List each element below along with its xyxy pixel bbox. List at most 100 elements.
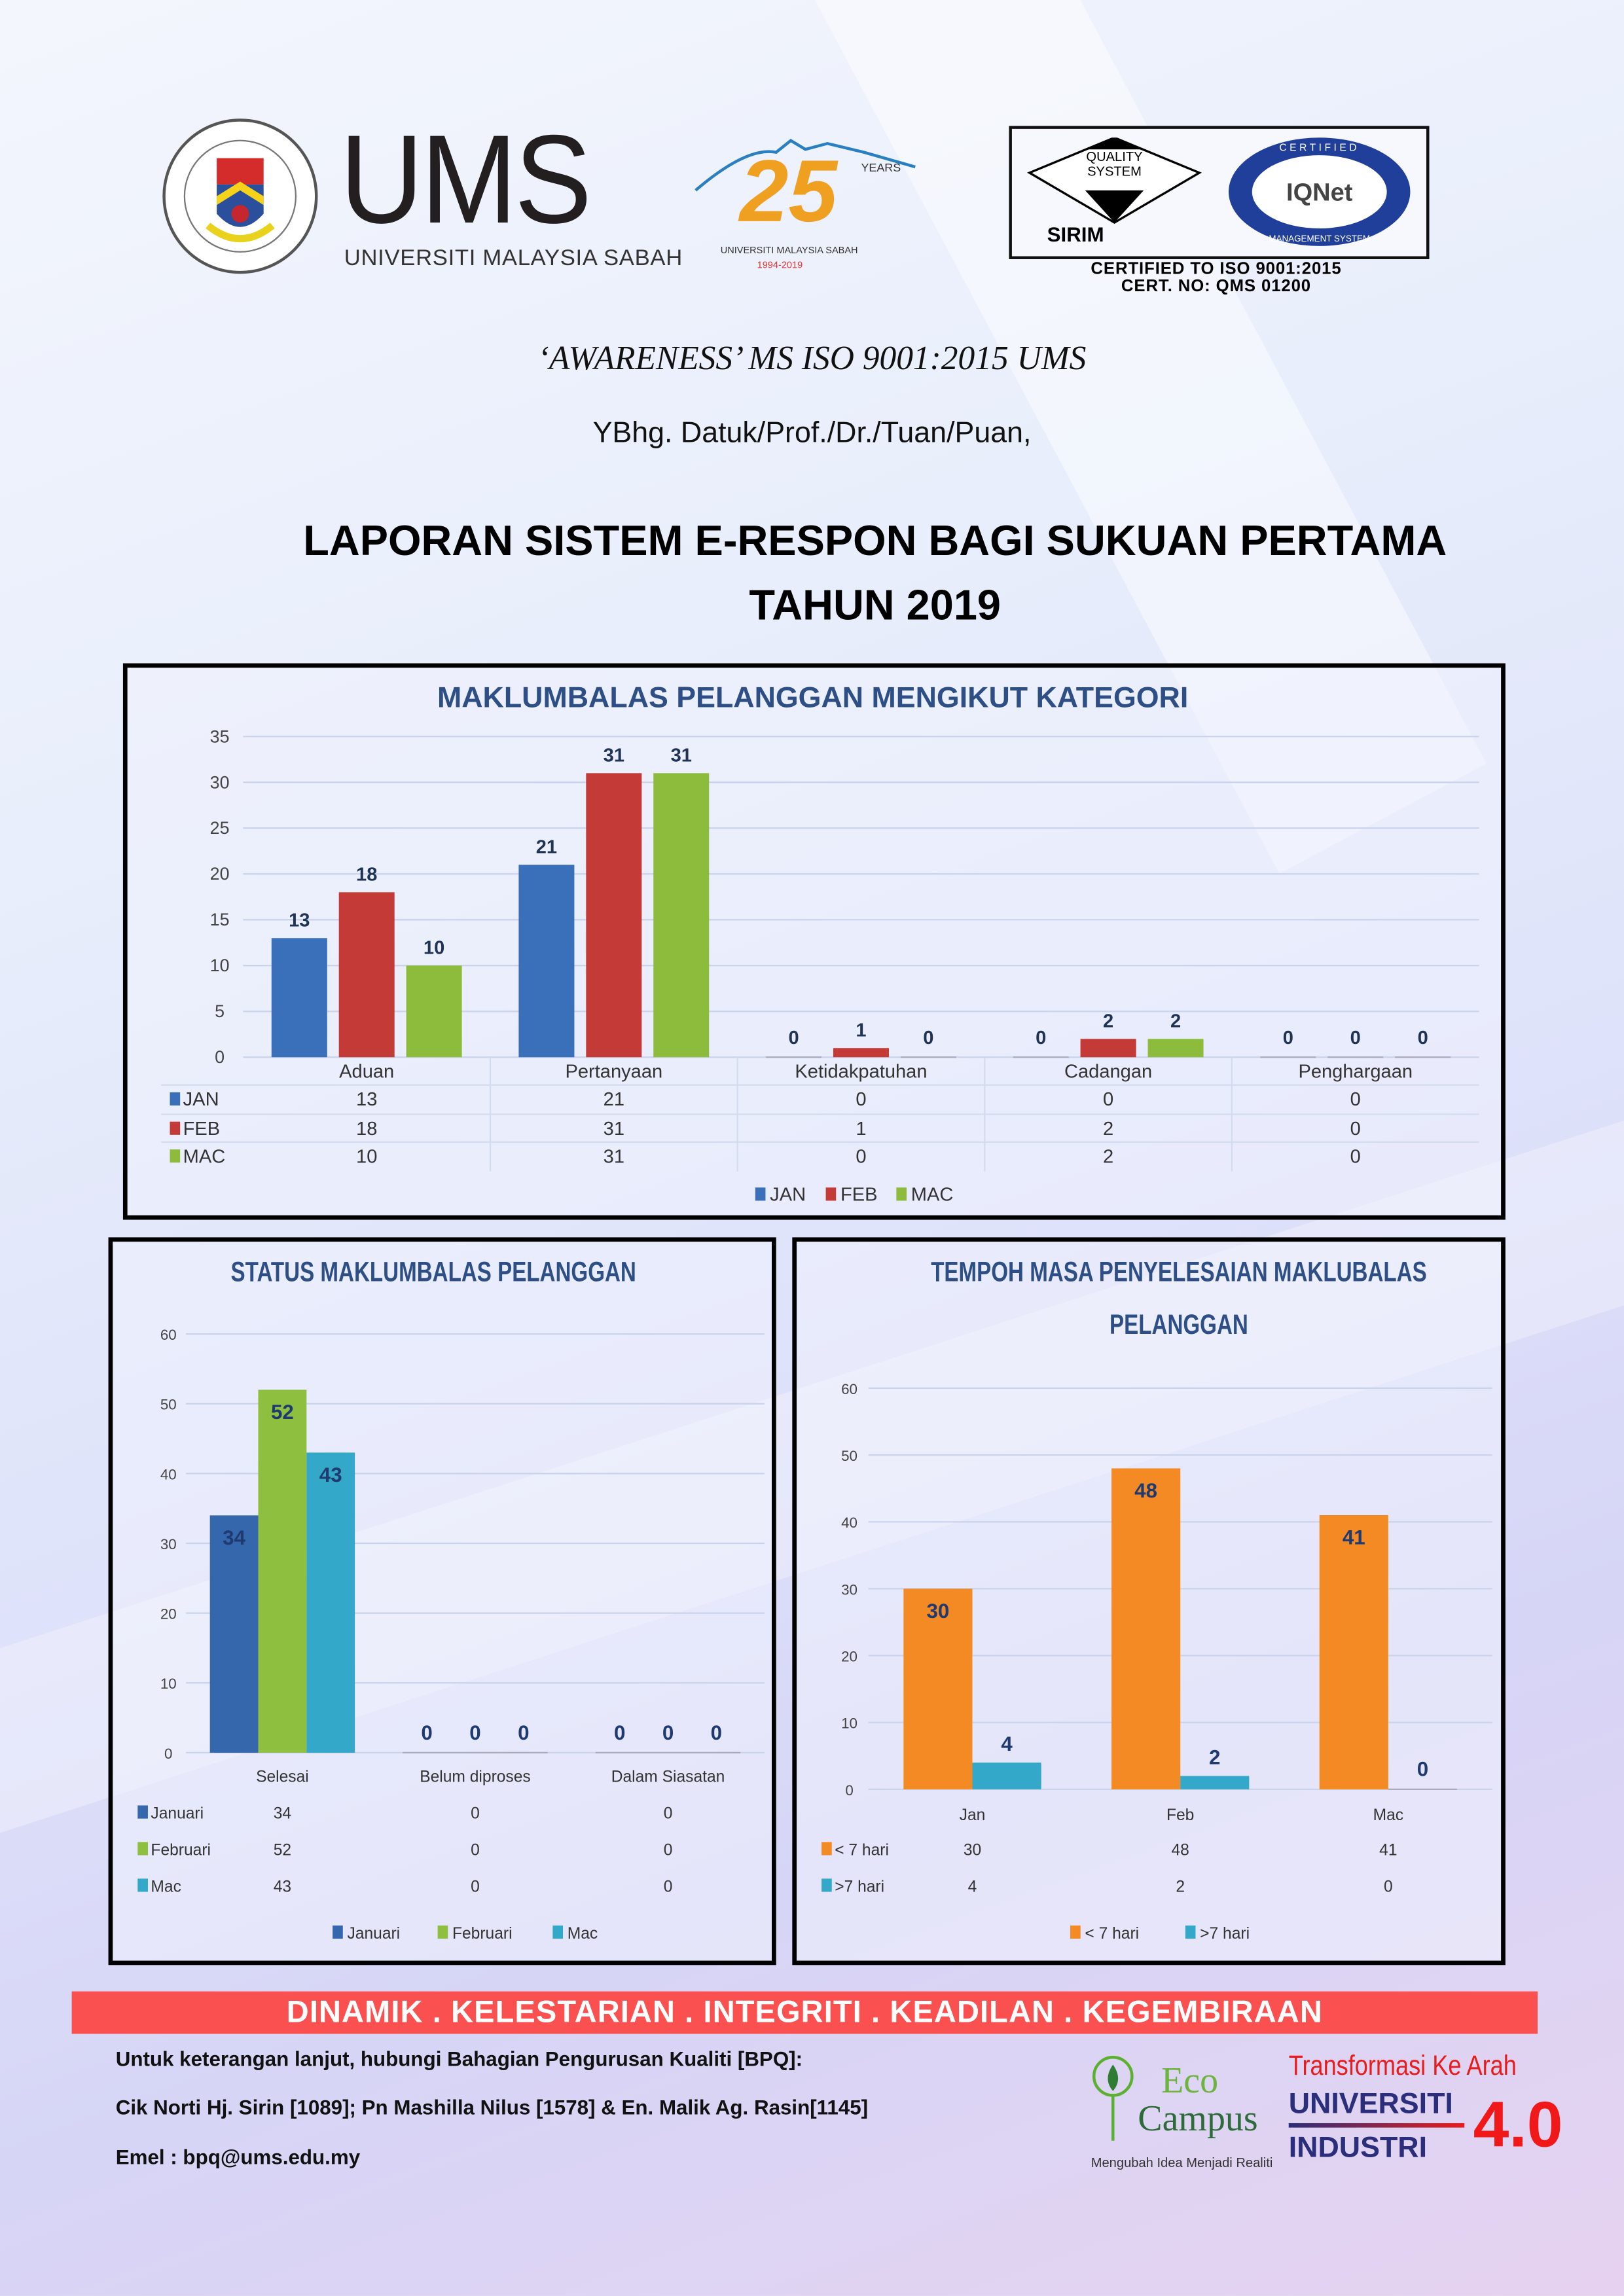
data-label: 0 [662,1721,674,1744]
data-label: 21 [536,836,557,857]
bar [1319,1515,1388,1789]
y-tick-label: 20 [210,864,230,884]
legend-key [437,1925,448,1939]
table-series-label: Mac [151,1878,181,1895]
bar [972,1762,1041,1789]
data-label: 31 [604,745,624,766]
table-cell: 0 [664,1805,673,1823]
table-cell: 48 [1172,1842,1189,1859]
contact-names: Cik Norti Hj. Sirin [1089]; Pn Mashilla … [115,2095,869,2119]
data-label: 0 [1350,1028,1361,1049]
table-cell: 0 [856,1089,866,1110]
table-cell: 0 [1350,1146,1361,1167]
legend-label: Januari [347,1925,400,1943]
data-label: 18 [356,864,377,885]
data-label: 2 [1170,1011,1181,1031]
legend-key [170,1149,181,1163]
y-tick-label: 25 [210,818,230,838]
table-series-label: FEB [183,1119,221,1139]
table-cell: 41 [1379,1842,1397,1859]
data-label: 0 [1418,1028,1428,1049]
table-cell: 34 [274,1805,291,1823]
sirim-iqnet-certification-logo: QUALITY SYSTEM SIRIM IQNet CERTIFIED MANA… [1009,126,1430,259]
legend-key [137,1805,148,1819]
data-label: 30 [927,1600,950,1623]
table-cell: 30 [964,1842,981,1859]
svg-text:IQNet: IQNet [1286,179,1353,206]
table-cell: 31 [604,1119,624,1139]
y-tick-label: 35 [210,726,230,746]
table-series-label: < 7 hari [835,1842,889,1859]
legend-key [821,1878,832,1892]
chart-title: MAKLUMBALAS PELANGGAN MENGIKUT KATEGORI [437,681,1188,714]
legend-key [170,1092,181,1106]
table-cell: 4 [968,1878,977,1895]
legend-key [825,1187,837,1201]
table-cell: 0 [1103,1089,1113,1110]
data-label: 34 [223,1526,245,1549]
y-tick-label: 20 [160,1606,177,1623]
contact-email[interactable]: Emel : bpq@ums.edu.my [115,2145,361,2169]
category-label: Dalam Siasatan [611,1768,725,1786]
category-label: Mac [1373,1806,1403,1824]
data-label: 0 [923,1028,933,1049]
universiti-industri-4-logo: Transformasi Ke Arah UNIVERSITI INDUSTRI… [1288,2051,1563,2164]
bar [258,1390,307,1753]
table-cell: 0 [471,1842,480,1859]
legend-label: MAC [911,1185,954,1206]
legend-key [137,1878,148,1892]
bar [209,1515,259,1753]
table-series-label: MAC [183,1146,226,1167]
data-label: 13 [289,910,310,931]
data-label: 2 [1103,1011,1113,1031]
table-cell: 0 [471,1878,480,1895]
data-label: 52 [271,1401,294,1424]
svg-text:MANAGEMENT SYSTEM: MANAGEMENT SYSTEM [1269,234,1370,243]
bar [586,773,642,1058]
category-label: Aduan [339,1062,394,1083]
chart-title: STATUS MAKLUMBALAS PELANGGAN [231,1257,636,1288]
table-cell: 0 [664,1878,673,1895]
bar [1111,1468,1181,1789]
table-cell: 0 [856,1146,866,1167]
values-banner: DINAMIK . KELESTARIAN . INTEGRITI . KEAD… [71,1991,1538,2034]
data-label: 0 [421,1721,432,1744]
legend-key [552,1925,564,1939]
y-tick-label: 10 [160,1676,177,1692]
svg-text:CERTIFIED: CERTIFIED [1279,142,1360,153]
data-label: 2 [1209,1746,1220,1769]
category-label: Ketidakpatuhan [795,1062,927,1083]
y-tick-label: 40 [841,1515,857,1531]
y-tick-label: 0 [164,1746,172,1762]
data-label: 0 [1283,1028,1293,1049]
table-cell: 0 [1384,1878,1393,1895]
data-label: 0 [1036,1028,1046,1049]
category-label: Pertanyaan [565,1062,662,1083]
legend-key [1070,1925,1081,1939]
legend-key [896,1187,907,1201]
legend-label: FEB [840,1185,878,1206]
y-tick-label: 0 [215,1047,225,1067]
chart-title: PELANGGAN [1110,1310,1248,1340]
ums-seal-logo [162,118,318,274]
category-label: Feb [1166,1806,1194,1824]
table-cell: 31 [604,1146,624,1167]
bar [1180,1776,1250,1789]
data-label: 10 [424,937,444,958]
data-label: 31 [671,745,692,766]
data-label: 48 [1134,1479,1157,1502]
table-series-label: JAN [183,1089,219,1110]
table-cell: 0 [1350,1119,1361,1139]
table-cell: 0 [471,1805,480,1823]
legend-key [821,1842,832,1856]
y-tick-label: 60 [841,1381,857,1397]
data-label: 0 [711,1721,722,1744]
category-label: Selesai [256,1768,309,1786]
y-tick-label: 60 [160,1327,177,1343]
category-label: Cadangan [1064,1062,1152,1083]
y-tick-label: 15 [210,910,230,929]
y-tick-label: 40 [160,1466,177,1482]
ums-logo-subtitle: UNIVERSITI MALAYSIA SABAH [344,245,683,271]
legend-key [1185,1925,1196,1939]
